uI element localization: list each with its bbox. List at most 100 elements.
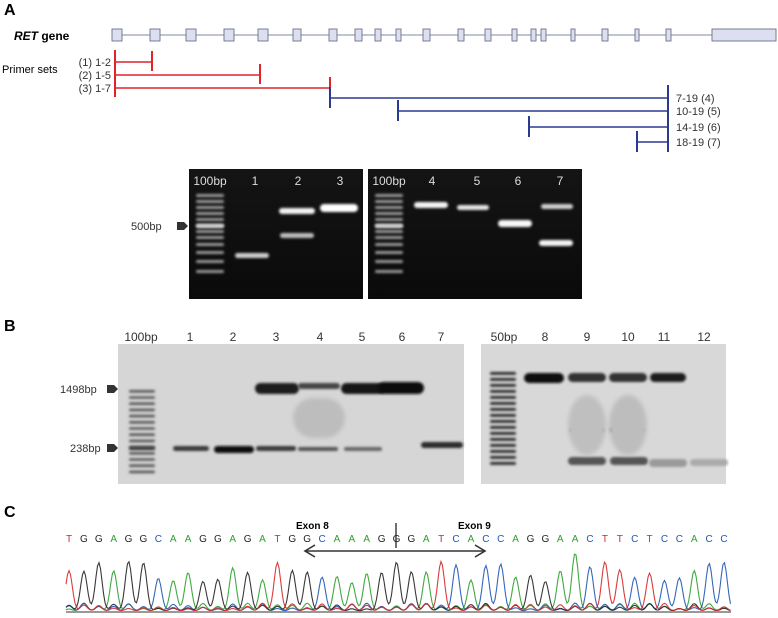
panel-c-letter: C (4, 504, 16, 521)
ladder-band (196, 236, 224, 239)
ladder-band (129, 464, 155, 467)
gel-band (568, 457, 606, 465)
lane-label: 100bp (124, 330, 158, 344)
sequence-base: T (647, 534, 653, 545)
marker-1498bp: 1498bp (60, 384, 97, 396)
sequence-base: A (572, 534, 579, 545)
gel-band (457, 205, 489, 210)
sequence-base: G (527, 534, 535, 545)
sequence-base: G (541, 534, 549, 545)
primer-set-label: 18-19 (7) (676, 137, 721, 149)
exon-box (530, 28, 537, 42)
lane-label: 100bp (372, 174, 406, 188)
ladder-band (375, 194, 403, 197)
lane-label: 4 (429, 174, 436, 188)
sequence-base: A (512, 534, 519, 545)
ladder-band (375, 206, 403, 209)
ladder-band (490, 390, 516, 393)
ladder-band (490, 450, 516, 453)
sequence-base: A (557, 534, 564, 545)
ladder-band (129, 396, 155, 399)
exon-8-label: Exon 8 (296, 521, 329, 532)
primer-sets-label: Primer sets (2, 64, 58, 76)
lane-label: 2 (295, 174, 302, 188)
panel-b-letter: B (4, 318, 16, 335)
gel-band (539, 240, 573, 246)
ladder-band (196, 260, 224, 263)
ladder-band (196, 230, 224, 233)
gene-label-rest: gene (38, 29, 70, 43)
ladder-band (490, 384, 516, 387)
ladder-band (375, 212, 403, 215)
ladder-band (375, 224, 403, 228)
lane-label: 4 (317, 330, 324, 344)
ladder-band (129, 452, 155, 455)
gel-band (650, 373, 686, 382)
lane-label: 8 (542, 330, 549, 344)
lane-label: 11 (658, 330, 671, 344)
marker-500bp: 500bp (131, 221, 162, 233)
gel-band (256, 446, 296, 451)
sequence-base: A (170, 534, 177, 545)
lane-label: 3 (273, 330, 280, 344)
ladder-band (375, 260, 403, 263)
sequence-base: C (631, 534, 638, 545)
exon-box (223, 28, 235, 42)
ladder-band (490, 396, 516, 399)
sequence-base: G (125, 534, 133, 545)
sequence-base: A (468, 534, 475, 545)
lane-label: 7 (557, 174, 564, 188)
gel-b1 (118, 344, 464, 484)
sequence-base: A (185, 534, 192, 545)
gel-band (214, 446, 254, 453)
ladder-band (196, 224, 224, 228)
sequence-base: T (66, 534, 72, 545)
primer-set-label: 10-19 (5) (676, 106, 721, 118)
ladder-band (490, 408, 516, 411)
chromatogram-trace (65, 553, 732, 612)
exon-box (665, 28, 672, 42)
ladder-band (490, 432, 516, 435)
gel-band (414, 202, 448, 208)
lane-label: 12 (697, 330, 711, 344)
sequence-letters: TGGAGGCAAGGAGATGGCAAAGGGATCACCAGGAACTTCT… (66, 534, 728, 545)
gel-band (690, 459, 728, 466)
sequence-base: A (691, 534, 698, 545)
lane-label: 2 (230, 330, 237, 344)
trace-G (65, 560, 731, 612)
exon-boxes (111, 28, 777, 42)
exon-box (484, 28, 492, 42)
sequence-base: C (720, 534, 727, 545)
ladder-band (375, 251, 403, 254)
exon-box (601, 28, 609, 42)
gel-band (609, 395, 647, 455)
sequence-base: A (349, 534, 356, 545)
gel-b-bands: 100bp 1 2 3 4 5 6 7 50bp 8 9 10 11 12 (124, 330, 728, 474)
exon-9-label: Exon 9 (458, 521, 491, 532)
gene-label: RET gene (14, 29, 70, 43)
primer-set-label: 7-19 (4) (676, 93, 715, 105)
trace-A (65, 553, 731, 612)
ladder-band (490, 426, 516, 429)
sequence-base: T (602, 534, 608, 545)
gel-band (344, 447, 382, 451)
sequence-base: A (334, 534, 341, 545)
sequence-base: G (378, 534, 386, 545)
ladder-band (375, 230, 403, 233)
sequence-base: C (586, 534, 593, 545)
ladder-band (129, 439, 155, 443)
ladder-band (490, 444, 516, 447)
exon-box (540, 28, 547, 42)
sequence-base: C (318, 534, 325, 545)
sequence-base: T (438, 534, 444, 545)
ladder-band (490, 438, 516, 441)
panel-a-letter: A (4, 2, 16, 19)
gel-band (610, 457, 648, 465)
gene-label-italic: RET (14, 29, 40, 43)
gel-band (255, 383, 299, 394)
gel-band (541, 204, 573, 209)
primer-set-label: (2) 1-5 (79, 70, 111, 82)
sequence-base: A (110, 534, 117, 545)
lane-label: 6 (399, 330, 406, 344)
